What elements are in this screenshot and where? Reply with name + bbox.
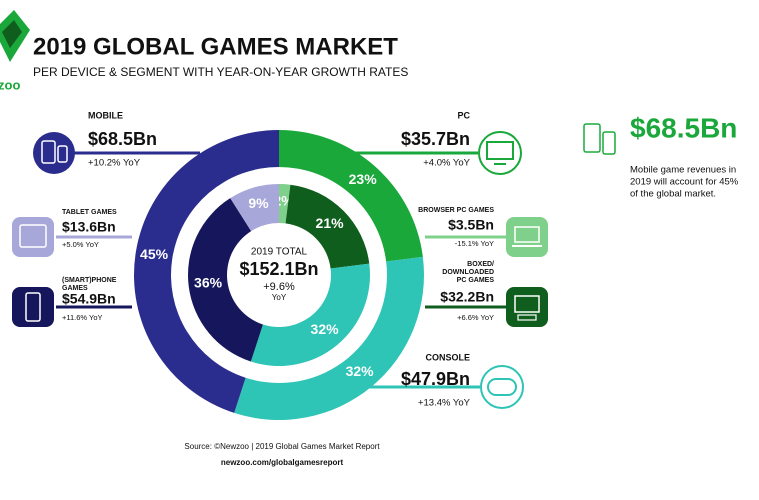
phone-icon [12, 287, 54, 327]
segment [187, 198, 263, 362]
callout-label: PC [457, 110, 470, 120]
callout-growth: +11.6% YoY [62, 313, 103, 322]
callout-revenue: $68.5Bn [88, 129, 157, 149]
segment [279, 184, 291, 224]
segment [134, 130, 279, 413]
title: 2019 GLOBAL GAMES MARKET [33, 33, 398, 60]
percent-label: 32% [346, 363, 375, 379]
total-value: $152.1Bn [239, 259, 318, 279]
callout-revenue: $47.9Bn [401, 369, 470, 389]
callout-label: TABLET GAMES [62, 209, 117, 216]
subtitle: PER DEVICE & SEGMENT WITH YEAR-ON-YEAR G… [33, 65, 408, 79]
side-icon [583, 123, 616, 155]
callout-label: (SMART)PHONE [62, 277, 117, 284]
callout-revenue: $54.9Bn [62, 291, 116, 307]
total-growth: +9.6% [263, 281, 295, 293]
segment [250, 263, 370, 366]
callout-growth: +5.0% YoY [62, 240, 99, 249]
segment [279, 130, 423, 262]
logo-mark-inner [2, 20, 22, 48]
side-text: 2019 will account for 45% [630, 177, 739, 188]
percent-label: 23% [349, 171, 378, 187]
segment [234, 256, 424, 420]
callout-label: MOBILE [88, 110, 123, 120]
percent-label: 21% [316, 215, 345, 231]
side-text: Mobile game revenues in [630, 165, 736, 176]
callout-label: BROWSER PC GAMES [418, 207, 494, 214]
callout-revenue: $3.5Bn [448, 217, 494, 233]
percent-label: 36% [194, 275, 223, 291]
side-text: of the global market. [630, 189, 716, 200]
callout-revenue: $32.2Bn [440, 289, 494, 305]
callout-growth: +6.6% YoY [457, 313, 494, 322]
callout-revenue: $35.7Bn [401, 129, 470, 149]
console-icon [480, 365, 524, 409]
percent-label: 45% [140, 246, 169, 262]
callout-growth: +13.4% YoY [418, 398, 471, 409]
percent-label: 32% [311, 321, 340, 337]
callout-label: DOWNLOADED [442, 269, 494, 276]
segment [285, 184, 370, 269]
total-unit: YoY [272, 293, 287, 302]
total-label: 2019 TOTAL [251, 247, 308, 258]
browser-icon [506, 217, 548, 257]
callout-label: GAMES [62, 285, 88, 292]
boxed-pc-icon [506, 287, 548, 327]
callout-label: PC GAMES [457, 277, 495, 284]
callout-label: CONSOLE [425, 352, 470, 362]
logo-text: zoo [0, 77, 20, 92]
url: newzoo.com/globalgamesreport [221, 458, 344, 467]
mobile-icon [33, 132, 75, 174]
callout-label: BOXED/ [467, 261, 494, 268]
callout-revenue: $13.6Bn [62, 219, 116, 235]
tablet-icon [12, 217, 54, 257]
callout-growth: -15.1% YoY [455, 239, 494, 248]
percent-label: 9% [248, 195, 269, 211]
side-value: $68.5Bn [630, 112, 737, 143]
donut: 23%32%45%2%21%32%36%9% [134, 130, 424, 420]
source: Source: ©Newzoo | 2019 Global Games Mark… [184, 442, 380, 451]
callout-growth: +10.2% YoY [88, 158, 141, 169]
pc-icon [478, 131, 522, 175]
callout-growth: +4.0% YoY [423, 158, 470, 169]
segment [230, 184, 279, 232]
